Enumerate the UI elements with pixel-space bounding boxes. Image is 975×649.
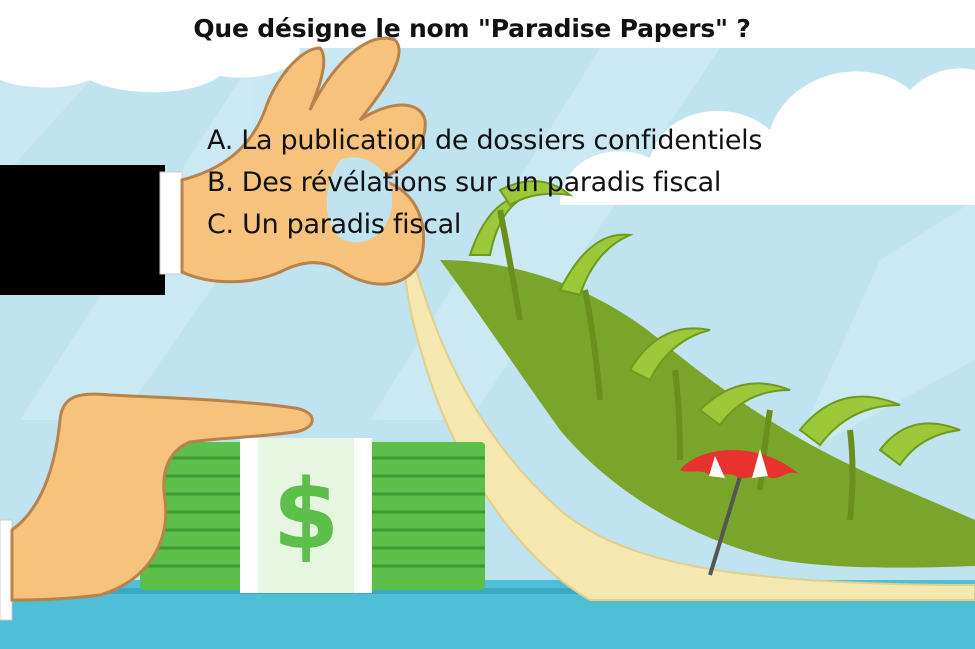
palm-trees xyxy=(468,180,961,467)
money-band-inner xyxy=(258,438,354,593)
upper-cuff xyxy=(159,171,183,275)
peeled-page xyxy=(402,227,975,601)
dollar-sign: $ xyxy=(273,459,340,571)
option-a[interactable]: A. La publication de dossiers confidenti… xyxy=(207,125,763,156)
answer-options: A. La publication de dossiers confidenti… xyxy=(207,120,762,246)
option-c[interactable]: C. Un paradis fiscal xyxy=(207,209,462,240)
option-b[interactable]: B. Des révélations sur un paradis fiscal xyxy=(207,167,722,198)
upper-sleeve xyxy=(0,165,165,295)
parasol xyxy=(680,450,800,479)
palm-trunks xyxy=(497,209,856,521)
parasol-stripe xyxy=(709,449,768,478)
lower-hand xyxy=(10,392,314,602)
question-title: Que désigne le nom "Paradise Papers" ? xyxy=(193,14,751,43)
shore-line xyxy=(0,588,975,594)
upper-hand-finger-curve xyxy=(326,157,393,243)
cloud-left xyxy=(0,48,300,93)
cloud xyxy=(560,68,975,206)
lower-cuff xyxy=(0,519,13,621)
parasol-pole xyxy=(708,459,747,576)
